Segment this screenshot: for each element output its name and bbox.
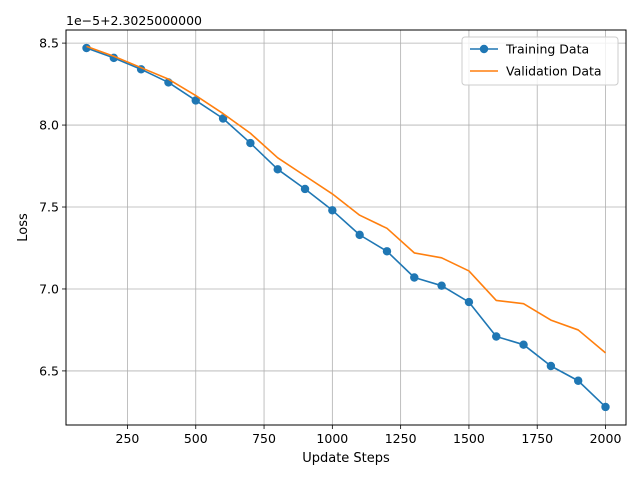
x-tick-label: 500 [184,431,208,446]
x-tick-label: 250 [116,431,140,446]
y-tick-label: 7.0 [39,281,59,296]
plot-frame [65,29,627,426]
grid [66,30,626,425]
data-point [355,230,364,240]
legend-box [461,36,619,86]
y-tick-label: 7.5 [39,200,59,215]
y-axis-label: Loss [16,213,31,242]
data-point [492,332,501,341]
data-point [328,206,337,215]
series-layer [82,43,610,412]
data-point [246,138,255,148]
data-point [382,247,392,256]
data-point [437,281,446,290]
data-point [218,114,228,123]
x-tick-label: 2000 [590,431,622,446]
series-line [86,47,607,408]
data-point [300,184,310,194]
x-tick-label: 1500 [453,431,485,446]
legend: Training Data Validation Data [461,36,619,86]
data-point [191,96,200,105]
data-point [573,376,583,385]
data-point [82,43,91,53]
x-tick-label: 1750 [521,431,553,446]
data-point [464,297,474,307]
x-tick-label: 750 [252,431,276,446]
y-offset-text: 1e−5+2.3025000000 [66,13,202,28]
series-line [86,45,607,354]
data-point [519,340,528,349]
data-point [601,402,610,412]
y-tick-label: 8.5 [39,36,59,51]
data-point [410,273,419,282]
x-axis-label: Update Steps [302,451,390,466]
y-tick-label: 6.5 [39,363,59,378]
x-tick-label: 1000 [316,431,348,446]
legend-label: Validation Data [506,64,602,79]
y-tick-label: 8.0 [39,118,59,133]
data-point [546,361,556,371]
data-point [273,165,282,174]
legend-label: Training Data [505,42,589,57]
legend-marker [479,44,489,54]
ticks: 250 500 750 1000 1250 1500 1750 2000 6.5 7.0 7.5 8.… [39,36,621,446]
x-tick-label: 1250 [385,431,417,446]
